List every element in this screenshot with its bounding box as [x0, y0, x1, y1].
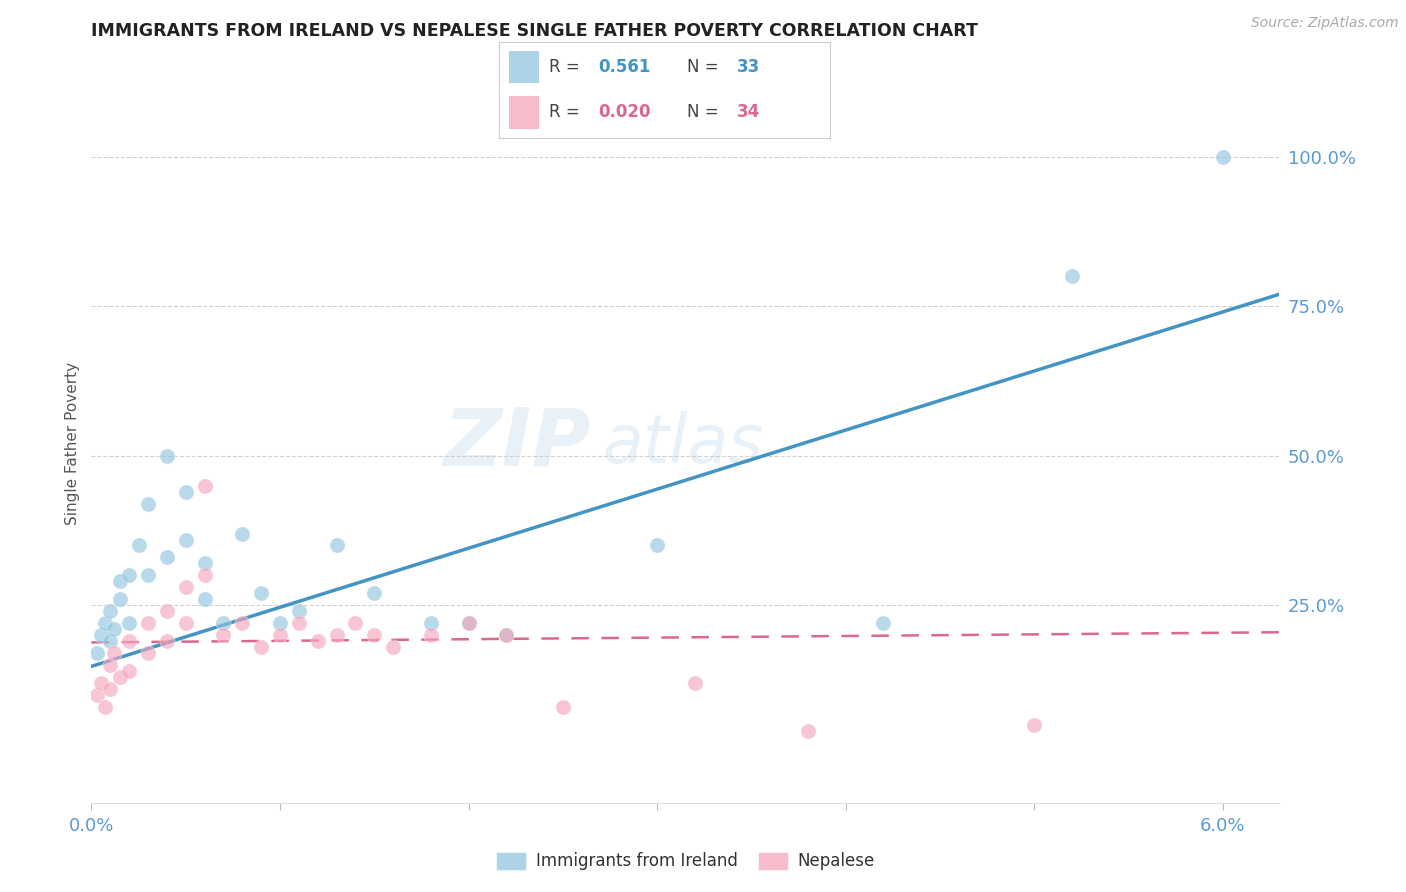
- Point: [156, 449, 179, 463]
- Point: [156, 634, 179, 648]
- Point: [103, 646, 125, 660]
- Point: [98, 658, 121, 673]
- Point: [1060, 269, 1083, 284]
- Text: R =: R =: [548, 103, 585, 121]
- Point: [382, 640, 405, 655]
- Point: [86, 688, 108, 702]
- Point: [872, 616, 894, 631]
- Point: [108, 670, 131, 684]
- Text: 34: 34: [737, 103, 761, 121]
- Point: [193, 557, 215, 571]
- Point: [250, 640, 273, 655]
- Point: [90, 628, 112, 642]
- Point: [118, 568, 141, 582]
- Point: [269, 616, 291, 631]
- Point: [98, 634, 121, 648]
- Legend: Immigrants from Ireland, Nepalese: Immigrants from Ireland, Nepalese: [489, 845, 882, 877]
- Point: [174, 533, 197, 547]
- Point: [419, 628, 441, 642]
- Bar: [509, 95, 538, 128]
- Text: R =: R =: [548, 58, 585, 76]
- Text: ZIP: ZIP: [443, 405, 591, 483]
- Point: [495, 628, 517, 642]
- Point: [419, 616, 441, 631]
- Point: [93, 700, 115, 714]
- Y-axis label: Single Father Poverty: Single Father Poverty: [65, 362, 80, 525]
- Point: [363, 586, 385, 600]
- Text: 0.561: 0.561: [599, 58, 651, 76]
- Text: N =: N =: [688, 58, 724, 76]
- Point: [103, 622, 125, 636]
- Point: [325, 628, 347, 642]
- Point: [174, 581, 197, 595]
- Point: [1212, 150, 1234, 164]
- Point: [93, 616, 115, 631]
- Point: [136, 616, 159, 631]
- Point: [136, 497, 159, 511]
- Point: [86, 646, 108, 660]
- Point: [174, 616, 197, 631]
- Point: [193, 568, 215, 582]
- Point: [136, 646, 159, 660]
- Point: [174, 484, 197, 499]
- Text: N =: N =: [688, 103, 724, 121]
- Point: [457, 616, 479, 631]
- Point: [363, 628, 385, 642]
- Point: [98, 682, 121, 697]
- Point: [1024, 718, 1046, 732]
- Text: 0.020: 0.020: [599, 103, 651, 121]
- Point: [495, 628, 517, 642]
- Point: [250, 586, 273, 600]
- Point: [108, 574, 131, 589]
- Point: [288, 604, 311, 618]
- Point: [118, 634, 141, 648]
- Point: [288, 616, 311, 631]
- Bar: [509, 51, 538, 83]
- Text: Source: ZipAtlas.com: Source: ZipAtlas.com: [1251, 16, 1399, 30]
- Point: [212, 628, 235, 642]
- Point: [156, 550, 179, 565]
- Point: [90, 676, 112, 690]
- Point: [231, 526, 253, 541]
- Point: [231, 616, 253, 631]
- Point: [551, 700, 574, 714]
- Point: [118, 616, 141, 631]
- Point: [645, 539, 668, 553]
- Point: [269, 628, 291, 642]
- Point: [212, 616, 235, 631]
- Point: [797, 724, 820, 739]
- Point: [136, 568, 159, 582]
- Text: atlas: atlas: [602, 411, 763, 476]
- Text: IMMIGRANTS FROM IRELAND VS NEPALESE SINGLE FATHER POVERTY CORRELATION CHART: IMMIGRANTS FROM IRELAND VS NEPALESE SING…: [91, 22, 979, 40]
- Point: [344, 616, 367, 631]
- Point: [193, 592, 215, 607]
- Point: [683, 676, 706, 690]
- Point: [128, 539, 150, 553]
- Point: [457, 616, 479, 631]
- Point: [325, 539, 347, 553]
- Point: [108, 592, 131, 607]
- Point: [118, 664, 141, 678]
- Point: [307, 634, 329, 648]
- Point: [156, 604, 179, 618]
- Text: 33: 33: [737, 58, 761, 76]
- Point: [98, 604, 121, 618]
- Point: [193, 478, 215, 492]
